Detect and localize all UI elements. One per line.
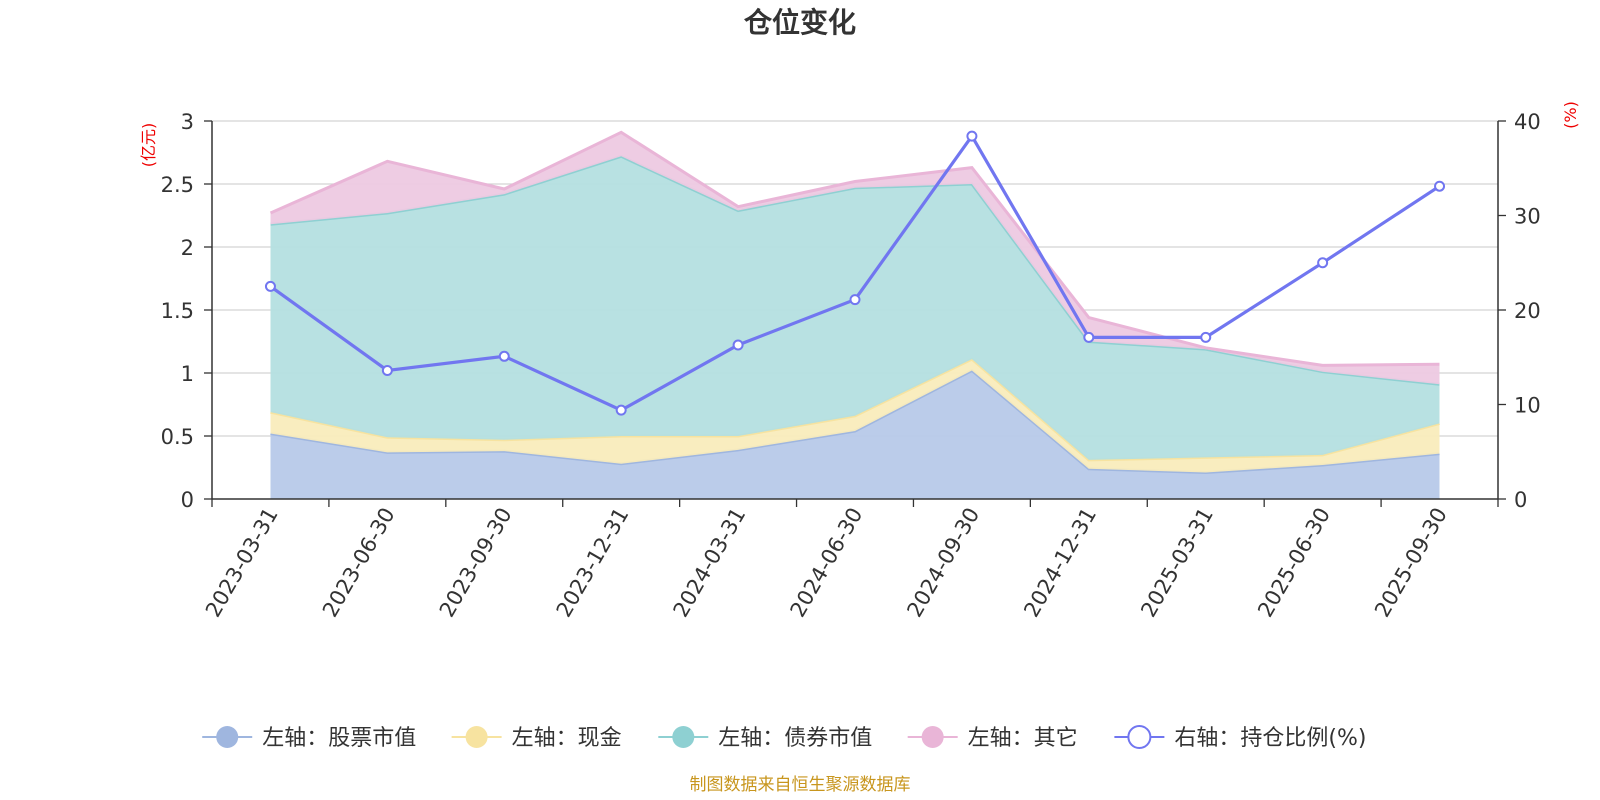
right-axis-unit: (%): [1561, 101, 1580, 129]
ratio-point: [1434, 180, 1446, 192]
legend-label: 左轴：其它: [968, 726, 1078, 751]
left-axis-tick-label: 1: [181, 362, 194, 386]
ratio-point: [1083, 331, 1095, 343]
ratio-point: [849, 294, 861, 306]
ratio-point: [1317, 257, 1329, 269]
ratio-point: [966, 130, 978, 142]
left-axis-unit: (亿元): [139, 123, 158, 168]
right-axis-tick-label: 0: [1514, 488, 1527, 512]
legend-swatch-marker: [465, 726, 488, 748]
legend-swatch-marker: [1127, 725, 1152, 749]
legend: 左轴：股票市值 左轴：现金 左轴：债券市值 左轴：其它 右轴：持仓比例(%): [202, 725, 1366, 751]
legend-label: 左轴：现金: [512, 726, 622, 751]
ratio-point: [381, 364, 393, 376]
x-axis-category-label: 2025-06-30: [1253, 504, 1335, 622]
legend-label: 左轴：股票市值: [262, 726, 416, 751]
left-axis-tick-label: 2: [181, 236, 194, 260]
x-axis-category-label: 2024-09-30: [902, 504, 984, 622]
legend-swatch-marker: [921, 726, 944, 748]
x-axis-category-label: 2023-09-30: [435, 504, 517, 622]
x-axis-category-label: 2023-03-31: [201, 504, 283, 622]
right-axis-tick-label: 30: [1514, 205, 1541, 229]
ratio-point: [264, 280, 276, 292]
source-note: 制图数据来自恒生聚源数据库: [690, 775, 911, 795]
area-0: [270, 370, 1440, 499]
x-axis-category-label: 2024-12-31: [1019, 504, 1101, 622]
area-edge-3: [269, 130, 1440, 367]
x-axis-category-label: 2024-06-30: [786, 504, 868, 622]
left-axis-tick-label: 1.5: [161, 299, 194, 323]
legend-label: 右轴：持仓比例(%): [1174, 726, 1366, 751]
right-axis-tick-label: 40: [1514, 110, 1541, 134]
x-axis-category-label: 2023-06-30: [318, 504, 400, 622]
ratio-point: [615, 404, 627, 416]
left-axis-tick-label: 2.5: [161, 173, 194, 197]
x-axis-category-label: 2024-03-31: [669, 504, 751, 622]
x-axis-category-label: 2023-12-31: [552, 504, 634, 622]
x-axis-category-label: 2025-03-31: [1136, 504, 1218, 622]
left-axis-tick-label: 0: [181, 488, 194, 512]
ratio-line-group: [264, 130, 1446, 416]
x-axis-category-label: 2025-09-30: [1370, 504, 1452, 622]
ratio-point: [732, 339, 744, 351]
ratio-point: [498, 350, 510, 362]
chart-title: 仓位变化: [744, 6, 856, 39]
stacked-areas: [269, 130, 1440, 499]
right-axis-tick-label: 10: [1514, 394, 1541, 418]
legend-swatch-marker: [672, 726, 695, 748]
left-axis-tick-label: 3: [181, 110, 194, 134]
legend-label: 左轴：债券市值: [718, 726, 872, 751]
ratio-point: [1200, 331, 1212, 343]
left-axis-tick-label: 0.5: [161, 425, 194, 449]
right-axis-tick-label: 20: [1514, 299, 1541, 323]
legend-swatch-marker: [216, 726, 239, 748]
